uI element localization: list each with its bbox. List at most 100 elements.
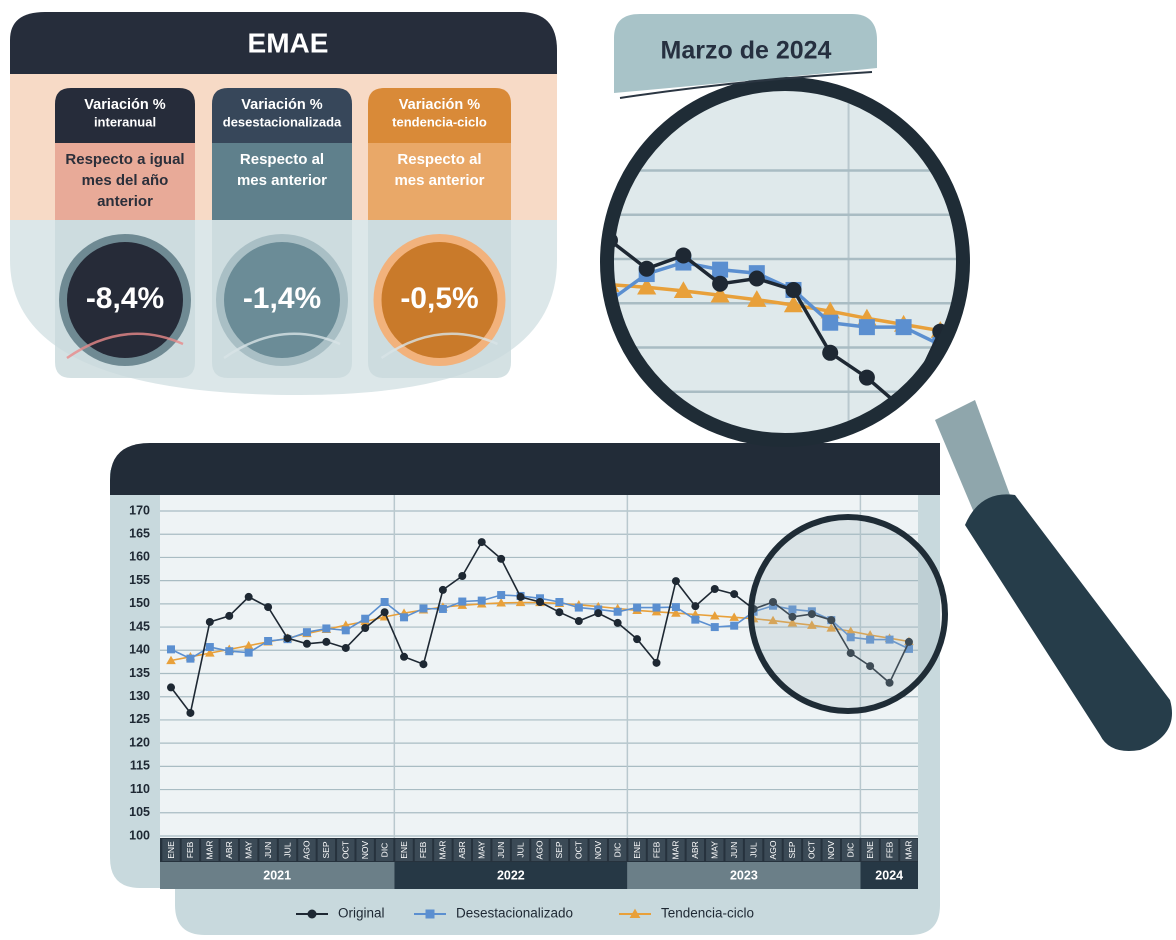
x-tick-label: NOV (360, 840, 370, 859)
x-tick-label: JUN (263, 842, 273, 859)
data-point (711, 585, 719, 593)
data-point (439, 605, 447, 613)
data-point (653, 604, 661, 612)
x-tick-label: SEP (787, 841, 797, 858)
y-tick-label: 160 (129, 550, 150, 564)
card-description: mes del año (82, 172, 169, 189)
card-description: Respecto al (240, 151, 324, 168)
data-point (786, 282, 802, 298)
data-point (458, 598, 466, 606)
x-tick-label: ABR (457, 841, 467, 858)
y-tick-label: 110 (130, 782, 150, 796)
data-point (653, 659, 661, 667)
legend: OriginalDesestacionalizadoTendencia-cicl… (296, 906, 754, 921)
y-tick-label: 165 (129, 527, 150, 541)
x-tick-label: OCT (341, 841, 351, 859)
x-tick-label: FEB (185, 841, 195, 858)
data-point (564, 272, 583, 289)
data-point (400, 653, 408, 661)
card-description: anterior (97, 193, 153, 210)
year-label: 2024 (875, 868, 903, 882)
x-tick-label: JUL (515, 842, 525, 857)
data-point (614, 619, 622, 627)
chart-header (110, 443, 940, 495)
zoom-y-tick-label: 145 (987, 292, 1020, 314)
data-point (859, 370, 875, 386)
x-tick-label: MAR (438, 841, 448, 860)
data-point (497, 591, 505, 599)
data-point (575, 617, 583, 625)
x-tick-label: MAR (671, 841, 681, 860)
data-point (575, 604, 583, 612)
x-tick-label: OCT (807, 841, 817, 859)
data-point (361, 624, 369, 632)
card-header-text: Variación % (241, 97, 323, 113)
data-point (536, 598, 544, 606)
x-tick-label: NOV (593, 840, 603, 859)
data-point (322, 624, 330, 632)
focus-circle (751, 517, 945, 711)
data-point (822, 345, 838, 361)
data-point (712, 262, 728, 278)
data-point (633, 635, 641, 643)
data-point (691, 616, 699, 624)
data-point (730, 622, 738, 630)
data-point (691, 602, 699, 610)
data-point (342, 626, 350, 634)
data-point (264, 603, 272, 611)
x-tick-label: SEP (321, 841, 331, 858)
data-point (555, 598, 563, 606)
x-tick-label: ABR (690, 841, 700, 858)
data-point (458, 572, 466, 580)
card-description: mes anterior (237, 172, 327, 189)
y-tick-label: 115 (130, 759, 150, 773)
data-point (896, 319, 912, 335)
data-point (245, 593, 253, 601)
data-point (478, 597, 486, 605)
x-tick-label: AGO (768, 840, 778, 859)
data-point (381, 598, 389, 606)
x-tick-label: MAR (904, 841, 914, 860)
x-tick-label: DIC (379, 843, 389, 858)
x-tick-label: AGO (535, 840, 545, 859)
card-header-text: desestacionalizada (223, 114, 342, 129)
indicator-card: Variación %tendencia-cicloRespecto almes… (368, 88, 511, 378)
data-point (245, 649, 253, 657)
data-point (594, 609, 602, 617)
data-point (517, 593, 525, 601)
x-tick-label: DIC (845, 843, 855, 858)
y-tick-label: 120 (129, 735, 150, 749)
y-tick-label: 130 (129, 689, 150, 703)
value-label: -0,5% (400, 282, 478, 315)
data-point (225, 612, 233, 620)
data-point (225, 647, 233, 655)
y-tick-label: 155 (129, 573, 150, 587)
data-point (565, 295, 581, 311)
x-tick-label: ENE (632, 841, 642, 859)
y-tick-label: 100 (129, 828, 150, 842)
x-tick-label: FEB (651, 841, 661, 858)
data-point (303, 640, 311, 648)
data-point (672, 577, 680, 585)
data-point (419, 660, 427, 668)
x-tick-label: JUN (729, 842, 739, 859)
data-point (381, 608, 389, 616)
summary-panel: EMAEVariación %interanualRespecto a igua… (10, 12, 557, 395)
data-point (186, 709, 194, 717)
inset-title: Marzo de 2024 (661, 37, 832, 65)
zoom-y-tick-label: 155 (987, 203, 1020, 225)
data-point (167, 683, 175, 691)
magnifier-handle (935, 400, 1172, 751)
x-tick-label: JUL (282, 842, 292, 857)
x-tick-label: MAY (710, 841, 720, 859)
data-point (822, 315, 838, 331)
infographic: EMAEVariación %interanualRespecto a igua… (0, 0, 1176, 935)
data-point (308, 910, 317, 919)
x-tick-label: FEB (418, 841, 428, 858)
zoom-y-tick-label: 140 (987, 336, 1020, 358)
data-point (206, 643, 214, 651)
data-point (264, 637, 272, 645)
x-tick-label: MAY (243, 841, 253, 859)
y-tick-label: 150 (129, 596, 150, 610)
